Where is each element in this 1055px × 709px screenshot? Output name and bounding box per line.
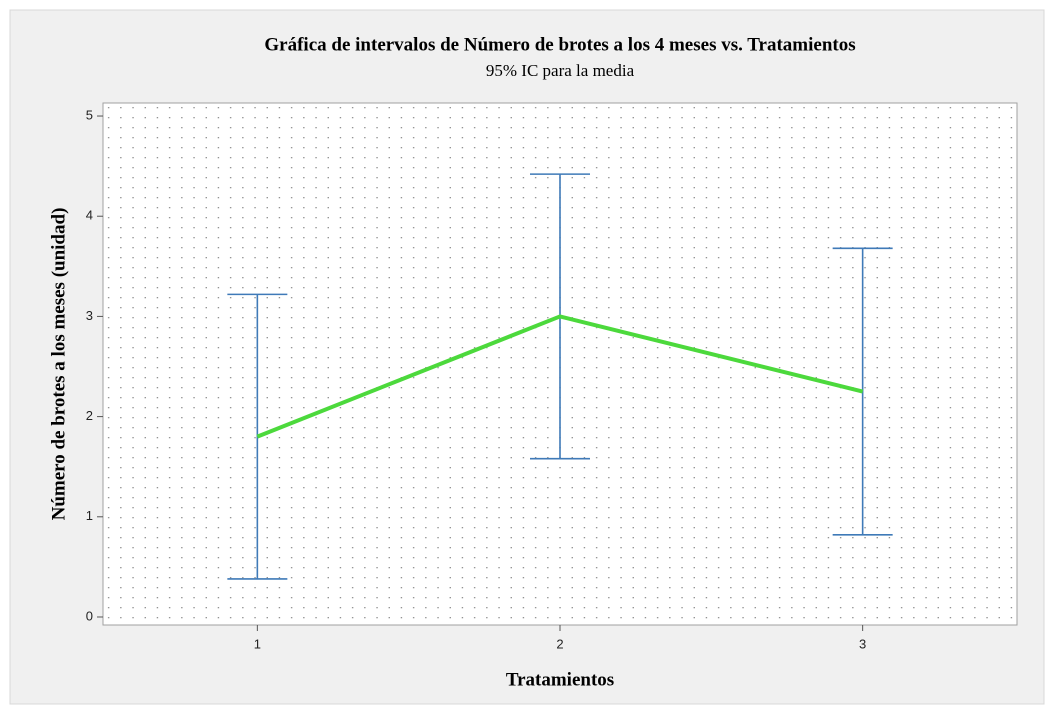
error-bar (227, 293, 288, 580)
x-tick-label: 2 (556, 636, 563, 651)
y-tick-label: 2 (86, 408, 93, 423)
mean-line (256, 314, 864, 439)
y-tick-label: 3 (86, 308, 93, 323)
y-tick-label: 5 (86, 107, 93, 122)
y-tick-label: 4 (86, 208, 93, 223)
y-axis-label: Número de brotes a los meses (unidad) (48, 208, 69, 521)
x-axis-label: Tratamientos (506, 669, 614, 690)
y-tick-label: 0 (86, 608, 93, 623)
chart-title: Gráfica de intervalos de Número de brote… (264, 34, 855, 55)
y-tick-label: 1 (86, 508, 93, 523)
x-tick-label: 1 (254, 636, 261, 651)
x-tick-label: 3 (859, 636, 866, 651)
chart-subtitle: 95% IC para la media (486, 61, 635, 80)
